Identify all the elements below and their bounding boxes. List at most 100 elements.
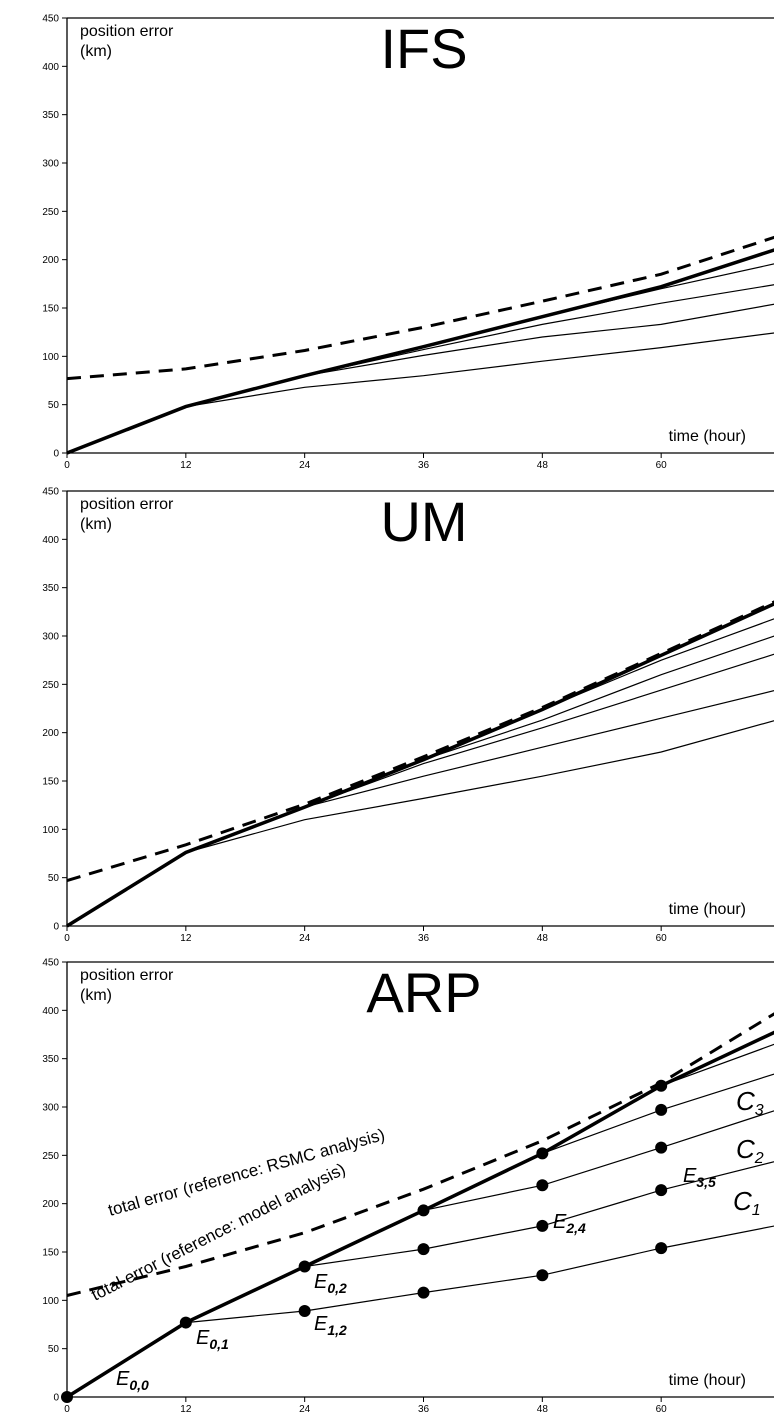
y-tick-label: 300 xyxy=(42,159,59,170)
x-tick-label: 48 xyxy=(537,933,549,944)
series-dashed-0 xyxy=(66,235,774,381)
series-thin-4 xyxy=(304,653,774,808)
y-axis-label: position error xyxy=(80,496,174,513)
data-point-marker xyxy=(61,1391,73,1403)
y-tick-label: 350 xyxy=(42,110,59,121)
point-label-e1-2: E1,2 xyxy=(314,1313,347,1338)
data-point-marker xyxy=(298,1304,311,1317)
x-tick-label: 12 xyxy=(180,460,192,471)
x-tick-label: 36 xyxy=(418,1404,430,1415)
point-label-e0-0: E0,0 xyxy=(116,1368,149,1393)
y-tick-label: 400 xyxy=(42,535,59,546)
data-point-marker xyxy=(655,1079,668,1092)
y-tick-label: 0 xyxy=(53,922,59,933)
y-tick-label: 450 xyxy=(42,958,59,969)
y-tick-label: 150 xyxy=(42,777,59,788)
y-tick-label: 250 xyxy=(42,680,59,691)
y-tick-label: 100 xyxy=(42,352,59,363)
data-point-marker xyxy=(417,1204,430,1217)
panel-ifs: 0501001502002503003504004500122436486072… xyxy=(42,14,774,471)
y-tick-label: 50 xyxy=(48,400,60,411)
y-tick-label: 100 xyxy=(42,1296,59,1307)
x-tick-label: 60 xyxy=(656,933,668,944)
panel-title: ARP xyxy=(366,961,481,1024)
data-point-marker xyxy=(536,1179,549,1192)
curve-label-c1: C1 xyxy=(733,1186,761,1219)
panel-um: 0501001502002503003504004500122436486072… xyxy=(42,487,774,944)
panel-arp: 0501001502002503003504004500122436486072… xyxy=(42,958,774,1415)
y-axis-label: position error xyxy=(80,967,174,984)
series-thin-3 xyxy=(304,635,774,808)
series-thin-3 xyxy=(304,284,774,377)
x-tick-label: 0 xyxy=(64,933,70,944)
x-tick-label: 0 xyxy=(64,460,70,471)
series-thin-4 xyxy=(185,303,774,408)
x-tick-label: 24 xyxy=(299,460,311,471)
x-tick-label: 60 xyxy=(656,460,668,471)
y-tick-label: 250 xyxy=(42,1151,59,1162)
y-tick-label: 300 xyxy=(42,1103,59,1114)
panel-title: UM xyxy=(380,490,467,553)
x-axis-label: time (hour) xyxy=(669,901,746,918)
x-tick-label: 60 xyxy=(656,1404,668,1415)
x-tick-label: 12 xyxy=(180,1404,192,1415)
series-thin-5 xyxy=(185,332,774,408)
series-thin-2 xyxy=(660,1043,774,1087)
y-tick-label: 350 xyxy=(42,1054,59,1065)
x-tick-label: 36 xyxy=(418,933,430,944)
panel-title: IFS xyxy=(380,17,467,80)
y-tick-label: 100 xyxy=(42,825,59,836)
data-point-marker xyxy=(536,1219,549,1232)
y-tick-label: 50 xyxy=(48,1344,60,1355)
data-point-marker xyxy=(417,1243,430,1256)
y-tick-label: 400 xyxy=(42,62,59,73)
y-tick-label: 350 xyxy=(42,583,59,594)
data-point-marker xyxy=(536,1147,549,1160)
series-dashed-0 xyxy=(66,600,774,883)
y-tick-label: 450 xyxy=(42,487,59,498)
data-point-marker xyxy=(655,1242,668,1255)
x-tick-label: 12 xyxy=(180,933,192,944)
x-axis-label: time (hour) xyxy=(669,1372,746,1389)
y-axis-unit: (km) xyxy=(80,43,112,60)
y-tick-label: 0 xyxy=(53,1393,59,1404)
y-tick-label: 200 xyxy=(42,1199,59,1210)
x-tick-label: 36 xyxy=(418,460,430,471)
series-thin-6 xyxy=(185,720,774,854)
data-point-marker xyxy=(536,1269,549,1282)
x-tick-label: 24 xyxy=(299,933,311,944)
y-axis-label: position error xyxy=(80,23,174,40)
y-axis-unit: (km) xyxy=(80,987,112,1004)
y-tick-label: 50 xyxy=(48,873,60,884)
y-tick-label: 150 xyxy=(42,1248,59,1259)
x-tick-label: 0 xyxy=(64,1404,70,1415)
series-thin-4 xyxy=(423,1110,774,1211)
y-tick-label: 200 xyxy=(42,728,59,739)
y-tick-label: 150 xyxy=(42,304,59,315)
data-point-marker xyxy=(655,1141,668,1154)
series-thin-6 xyxy=(185,1225,774,1324)
y-tick-label: 250 xyxy=(42,207,59,218)
curve-label-c2: C2 xyxy=(736,1134,764,1167)
series-thin-5 xyxy=(185,690,774,854)
y-axis-unit: (km) xyxy=(80,516,112,533)
point-label-e0-1: E0,1 xyxy=(196,1327,229,1352)
x-tick-label: 48 xyxy=(537,1404,549,1415)
y-tick-label: 0 xyxy=(53,449,59,460)
data-point-marker xyxy=(417,1286,430,1299)
y-tick-label: 450 xyxy=(42,14,59,25)
point-label-e2-4: E2,4 xyxy=(553,1211,586,1236)
point-label-e3-5: E3,5 xyxy=(683,1165,716,1190)
x-tick-label: 24 xyxy=(299,1404,311,1415)
point-label-e0-2: E0,2 xyxy=(314,1271,347,1296)
x-axis-label: time (hour) xyxy=(669,428,746,445)
data-point-marker xyxy=(655,1184,668,1197)
data-point-marker xyxy=(298,1260,311,1273)
data-point-marker xyxy=(179,1316,192,1329)
curve-label-c3: C3 xyxy=(736,1086,764,1119)
data-point-marker xyxy=(655,1103,668,1116)
y-tick-label: 400 xyxy=(42,1006,59,1017)
y-tick-label: 300 xyxy=(42,632,59,643)
y-tick-label: 200 xyxy=(42,255,59,266)
